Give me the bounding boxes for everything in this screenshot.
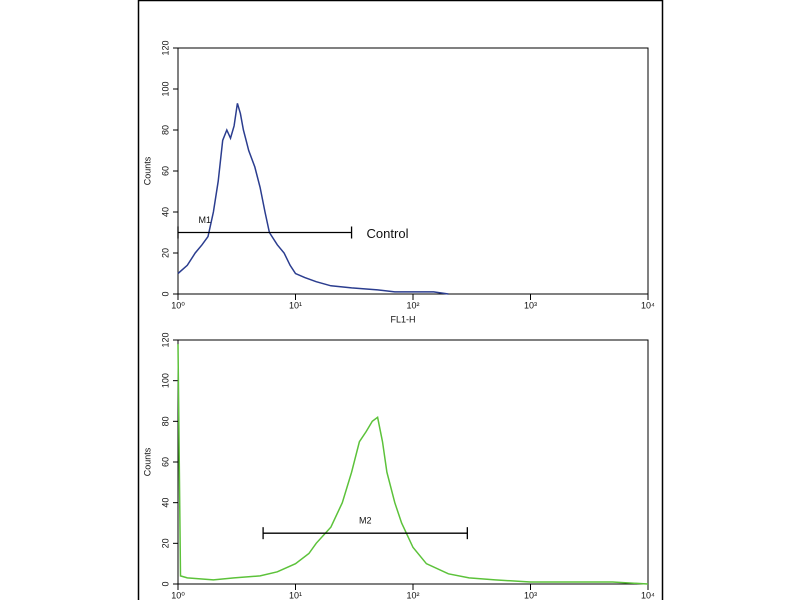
y-tick-label: 80 (160, 416, 170, 426)
x-tick-label: 10³ (524, 590, 537, 600)
y-tick-label: 20 (160, 248, 170, 258)
y-tick-label: 100 (160, 373, 170, 388)
y-tick-label: 120 (160, 40, 170, 55)
y-axis-label: Counts (142, 447, 152, 476)
x-axis-label: FL1-H (390, 314, 415, 324)
x-tick-label: 10¹ (289, 300, 302, 310)
plot-frame (177, 47, 649, 295)
x-tick-label: 10⁴ (641, 300, 655, 310)
annotation: Control (367, 226, 409, 241)
x-tick-label: 10² (406, 590, 419, 600)
x-tick-label: 10³ (524, 300, 537, 310)
y-tick-label: 60 (160, 457, 170, 467)
x-tick-label: 10⁰ (171, 590, 185, 600)
x-tick-label: 10⁴ (641, 590, 655, 600)
y-tick-label: 0 (160, 581, 170, 586)
y-tick-label: 0 (160, 291, 170, 296)
x-tick-label: 10⁰ (171, 300, 185, 310)
x-tick-label: 10¹ (289, 590, 302, 600)
y-tick-label: 40 (160, 498, 170, 508)
histogram-line (177, 103, 449, 295)
figure-frame (137, 0, 664, 600)
histogram-line (177, 344, 649, 585)
x-tick-label: 10² (406, 300, 419, 310)
y-tick-label: 20 (160, 538, 170, 548)
y-axis-label: Counts (142, 156, 152, 185)
y-tick-label: 40 (160, 207, 170, 217)
y-tick-label: 120 (160, 332, 170, 347)
y-tick-label: 100 (160, 81, 170, 96)
y-tick-label: 60 (160, 166, 170, 176)
marker-label: M1 (199, 215, 212, 225)
marker-label: M2 (359, 516, 372, 526)
y-tick-label: 80 (160, 125, 170, 135)
